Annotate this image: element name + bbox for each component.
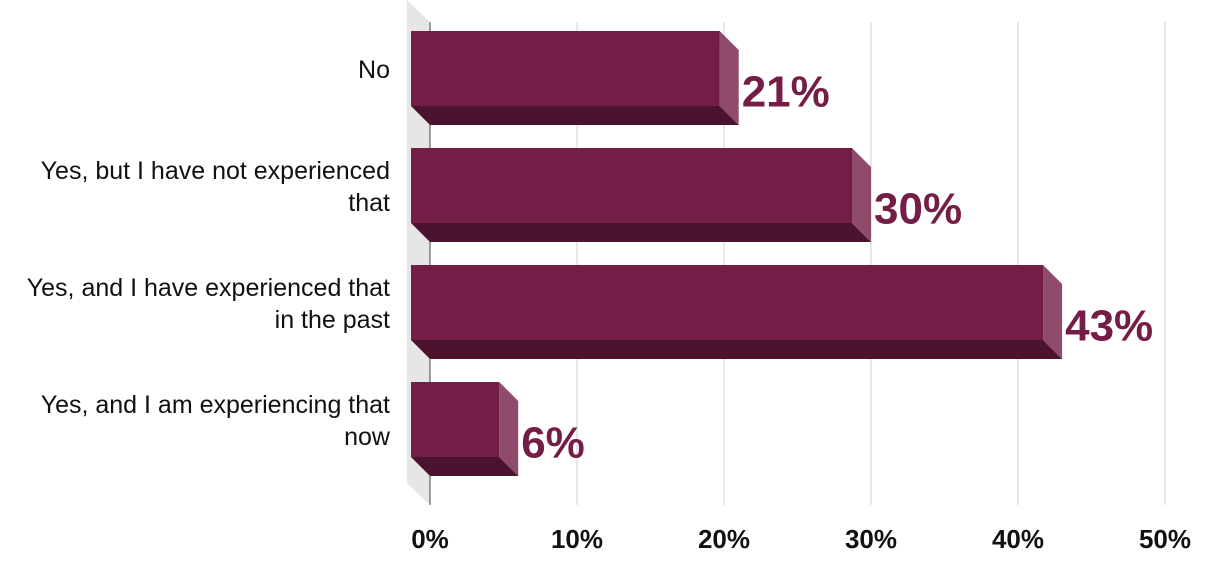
- bar-bottom: [411, 223, 871, 242]
- bar-side: [852, 148, 871, 242]
- x-tick-label: 0%: [411, 524, 449, 554]
- y-tick-label: Yes, but I have not experienced that: [40, 157, 390, 217]
- y-tick-label: Yes, and I am experiencing that now: [40, 391, 390, 451]
- bar: [411, 382, 519, 476]
- bar: [411, 31, 739, 125]
- bar-front: [411, 31, 720, 106]
- bar-bottom: [411, 457, 519, 476]
- bar-bottom: [411, 340, 1063, 359]
- x-tick-label: 40%: [992, 524, 1044, 554]
- bar: [411, 148, 871, 242]
- y-tick-label: Yes, and I have experienced that in the …: [26, 274, 390, 334]
- x-tick-label: 10%: [551, 524, 603, 554]
- side-wall: [407, 0, 430, 505]
- bar-front: [411, 265, 1044, 340]
- value-label: 21%: [742, 68, 830, 117]
- value-label: 6%: [521, 419, 585, 468]
- bar-bottom: [411, 106, 739, 125]
- bar-side: [499, 382, 519, 476]
- bar-front: [411, 382, 500, 457]
- bar-side: [719, 31, 739, 125]
- bar-front: [411, 148, 852, 223]
- bar-side: [1043, 265, 1063, 359]
- y-tick-label: No: [358, 56, 390, 84]
- bar: [411, 265, 1063, 359]
- value-label: 30%: [874, 185, 962, 234]
- value-label: 43%: [1065, 302, 1153, 351]
- x-tick-label: 50%: [1139, 524, 1191, 554]
- x-tick-label: 30%: [845, 524, 897, 554]
- x-tick-label: 20%: [698, 524, 750, 554]
